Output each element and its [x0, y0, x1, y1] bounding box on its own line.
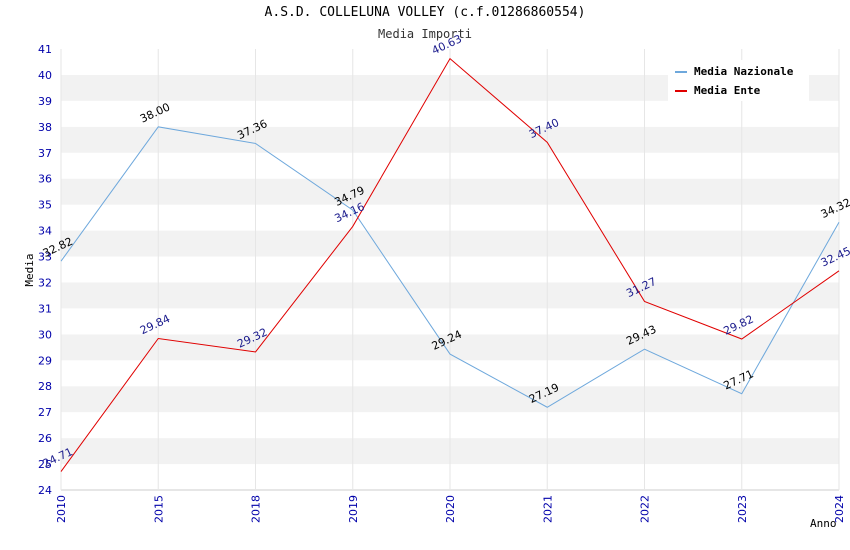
y-tick-label: 34	[38, 225, 52, 238]
legend-entry: Media Ente	[694, 84, 761, 97]
x-tick-label: 2024	[833, 495, 846, 523]
chart-title: A.S.D. COLLELUNA VOLLEY (c.f.01286860554…	[264, 5, 586, 20]
y-tick-label: 33	[38, 251, 52, 264]
y-tick-label: 36	[38, 173, 52, 186]
x-tick-labels: 2010 2015 2018 2019 2020 2021 2022 2023 2024	[55, 495, 846, 523]
y-tick-label: 41	[38, 43, 52, 56]
series-line	[60, 57, 840, 472]
x-tick-label: 2021	[541, 495, 554, 523]
y-tick-label: 30	[38, 328, 52, 341]
axes	[60, 49, 840, 491]
x-tick-label: 2010	[55, 495, 68, 523]
x-tick-label: 2019	[347, 495, 360, 523]
y-tick-label: 39	[38, 95, 52, 108]
y-tick-label: 32	[38, 276, 52, 289]
chart-subtitle: Media Importi	[378, 27, 472, 41]
series-line	[60, 126, 840, 408]
legend: Media Nazionale Media Ente	[668, 60, 809, 101]
y-tick-label: 31	[38, 302, 52, 315]
legend-box	[668, 60, 809, 101]
legend-entry: Media Nazionale	[694, 65, 794, 78]
y-tick-label: 37	[38, 147, 52, 160]
y-tick-label: 29	[38, 354, 52, 367]
y-tick-label: 35	[38, 199, 52, 212]
y-tick-label: 27	[38, 406, 52, 419]
y-tick-label: 28	[38, 380, 52, 393]
x-axis-label: Anno	[810, 517, 837, 530]
x-tick-label: 2023	[736, 495, 749, 523]
x-tick-label: 2015	[152, 495, 165, 523]
y-tick-label: 38	[38, 121, 52, 134]
series-lines	[60, 57, 840, 472]
x-tick-label: 2020	[444, 495, 457, 523]
y-tick-label: 26	[38, 432, 52, 445]
y-tick-labels: 24 25 26 27 28 29 30 31 32 33 34 35 36 37 38 39 40 41	[38, 43, 52, 497]
y-tick-label: 25	[38, 458, 52, 471]
y-tick-label: 40	[38, 69, 52, 82]
y-axis-label: Media	[23, 253, 36, 286]
x-tick-label: 2018	[250, 495, 263, 523]
x-tick-label: 2022	[639, 495, 652, 523]
y-tick-label: 24	[38, 484, 52, 497]
